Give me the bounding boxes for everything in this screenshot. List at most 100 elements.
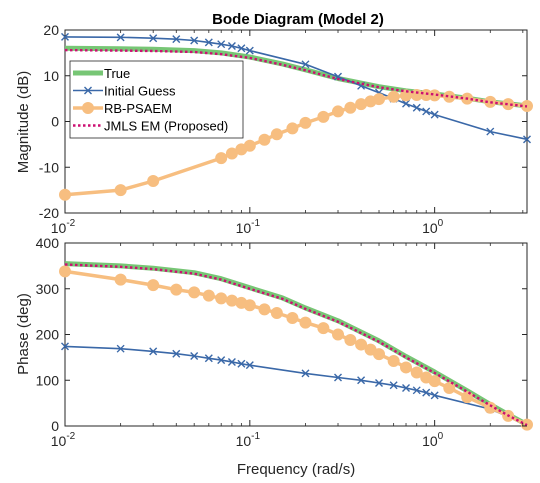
data-point-initial-guess bbox=[190, 36, 199, 45]
data-point-rb-psaem bbox=[502, 98, 515, 111]
data-point-rb-psaem bbox=[114, 184, 127, 197]
legend-label: JMLS EM (Proposed) bbox=[104, 119, 228, 134]
data-point-initial-guess bbox=[402, 99, 411, 108]
phase-axes-box bbox=[64, 242, 528, 427]
legend-item-true: True bbox=[73, 66, 130, 81]
data-point-rb-psaem bbox=[355, 338, 368, 351]
legend-marker bbox=[82, 102, 94, 114]
data-point-rb-psaem bbox=[147, 174, 160, 187]
data-point-rb-psaem bbox=[243, 139, 256, 152]
data-point-initial-guess bbox=[116, 33, 125, 42]
data-point-initial-guess bbox=[430, 391, 439, 400]
data-point-rb-psaem bbox=[373, 93, 386, 106]
y-tick-label: 10 bbox=[43, 68, 59, 84]
data-point-initial-guess bbox=[204, 38, 213, 47]
phase-series-layer bbox=[59, 261, 533, 431]
x-tick-exponent: 0 bbox=[438, 218, 444, 229]
data-point-rb-psaem bbox=[317, 110, 330, 123]
data-point-initial-guess bbox=[149, 34, 158, 43]
data-point-initial-guess bbox=[227, 357, 236, 366]
data-point-rb-psaem bbox=[243, 299, 256, 312]
legend-label: RB-PSAEM bbox=[104, 101, 172, 116]
data-point-rb-psaem bbox=[461, 391, 474, 404]
data-point-rb-psaem bbox=[344, 333, 357, 346]
legend-label: True bbox=[104, 66, 130, 81]
data-point-initial-guess bbox=[412, 386, 421, 395]
legend: True Initial Guess RB-PSAEM JMLS EM (Propos… bbox=[69, 60, 244, 139]
x-tick-label: 10-2 bbox=[51, 431, 76, 449]
magnitude-panel: Bode Diagram (Model 2) Magnitude (dB) -2… bbox=[15, 11, 533, 236]
data-point-initial-guess bbox=[217, 356, 226, 365]
data-point-initial-guess bbox=[357, 376, 366, 385]
data-point-rb-psaem bbox=[286, 122, 299, 135]
phase-panel: Phase (deg) Frequency (rad/s) 0100200300… bbox=[15, 235, 533, 478]
x-tick-base: 10 bbox=[422, 220, 438, 236]
y-tick-label: 300 bbox=[36, 281, 60, 297]
y-tick-label: 0 bbox=[51, 418, 59, 434]
data-point-initial-guess bbox=[217, 40, 226, 49]
magnitude-axis-label: Magnitude (dB) bbox=[15, 71, 32, 174]
x-tick-label: 100 bbox=[422, 431, 444, 449]
data-point-initial-guess bbox=[523, 135, 531, 144]
data-point-initial-guess bbox=[301, 369, 310, 378]
data-point-initial-guess bbox=[237, 359, 246, 368]
data-point-initial-guess bbox=[61, 342, 69, 351]
x-tick-exponent: -1 bbox=[251, 431, 260, 442]
data-point-rb-psaem bbox=[215, 292, 228, 305]
data-point-initial-guess bbox=[172, 349, 181, 358]
legend-item-initial-guess: Initial Guess bbox=[73, 84, 176, 99]
data-point-rb-psaem bbox=[215, 152, 228, 165]
data-point-initial-guess bbox=[227, 42, 236, 51]
data-point-initial-guess bbox=[422, 388, 431, 397]
data-point-rb-psaem bbox=[270, 128, 283, 141]
data-point-initial-guess bbox=[412, 103, 421, 112]
data-point-rb-psaem bbox=[59, 265, 71, 278]
data-point-initial-guess bbox=[190, 352, 199, 360]
data-point-rb-psaem bbox=[147, 279, 160, 292]
frequency-axis-label: Frequency (rad/s) bbox=[237, 461, 355, 478]
x-tick-label: 10-2 bbox=[51, 218, 76, 236]
data-point-rb-psaem bbox=[286, 312, 299, 325]
x-tick-exponent: 0 bbox=[438, 431, 444, 442]
data-point-initial-guess bbox=[245, 361, 254, 370]
data-point-initial-guess bbox=[301, 60, 310, 69]
y-tick-label: -20 bbox=[39, 205, 59, 221]
data-point-rb-psaem bbox=[344, 101, 357, 114]
chart-title: Bode Diagram (Model 2) bbox=[212, 11, 384, 28]
legend-marker bbox=[84, 86, 92, 95]
data-point-rb-psaem bbox=[299, 316, 312, 329]
x-tick-label: 10-1 bbox=[236, 431, 261, 449]
y-tick-label: 400 bbox=[36, 235, 60, 251]
y-tick-label: 100 bbox=[36, 372, 60, 388]
data-point-initial-guess bbox=[61, 32, 69, 41]
data-point-initial-guess bbox=[486, 127, 495, 136]
data-point-initial-guess bbox=[204, 354, 213, 363]
legend-label: Initial Guess bbox=[104, 84, 176, 99]
data-point-rb-psaem bbox=[170, 283, 183, 296]
data-point-rb-psaem bbox=[258, 133, 271, 146]
data-point-initial-guess bbox=[430, 110, 439, 119]
data-point-rb-psaem bbox=[59, 188, 71, 201]
magnitude-series-layer bbox=[59, 32, 533, 201]
data-point-rb-psaem bbox=[428, 89, 441, 102]
phase-axis-label: Phase (deg) bbox=[15, 293, 32, 375]
y-tick-label: 200 bbox=[36, 327, 60, 343]
data-point-initial-guess bbox=[116, 344, 125, 353]
series-line-jmls-em-proposed bbox=[64, 48, 528, 108]
data-point-initial-guess bbox=[389, 381, 398, 390]
data-point-rb-psaem bbox=[299, 116, 312, 129]
data-point-rb-psaem bbox=[114, 273, 127, 286]
data-point-initial-guess bbox=[402, 384, 411, 393]
x-tick-exponent: -2 bbox=[66, 218, 75, 229]
data-point-rb-psaem bbox=[410, 366, 423, 379]
data-point-initial-guess bbox=[334, 373, 343, 382]
data-point-rb-psaem bbox=[387, 355, 400, 368]
data-point-rb-psaem bbox=[443, 90, 456, 103]
data-point-rb-psaem bbox=[332, 328, 345, 341]
data-point-rb-psaem bbox=[387, 90, 400, 103]
data-point-initial-guess bbox=[172, 35, 181, 44]
x-tick-label: 100 bbox=[422, 218, 444, 236]
data-point-rb-psaem bbox=[428, 375, 441, 388]
